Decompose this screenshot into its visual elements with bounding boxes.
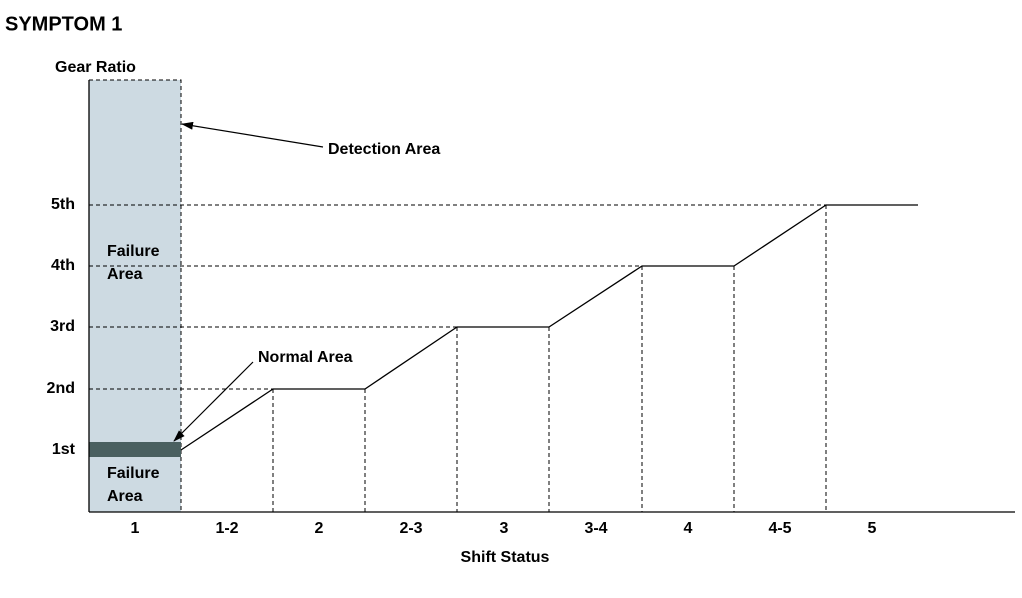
y-tick-label: 5th [51, 196, 75, 213]
y-tick-label: 3rd [50, 318, 75, 335]
annotation: Area [107, 266, 143, 283]
y-axis-label: Gear Ratio [55, 59, 136, 76]
x-tick-label: 4-5 [768, 520, 791, 537]
annotation: Area [107, 488, 143, 505]
arrow [173, 361, 254, 442]
gear-guides [89, 204, 827, 512]
annotation: Detection Area [328, 141, 440, 158]
annotation: Failure [107, 243, 160, 260]
x-tick-label: 1-2 [215, 520, 238, 537]
x-axis-label: Shift Status [461, 549, 550, 566]
y-tick-label: 1st [52, 441, 76, 458]
x-tick-label: 1 [131, 520, 140, 537]
detection-area [88, 79, 182, 513]
y-tick-label: 4th [51, 257, 75, 274]
annotation: Failure [107, 465, 160, 482]
x-tick-label: 3-4 [584, 520, 607, 537]
x-tick-label: 5 [868, 520, 877, 537]
annotation: Normal Area [258, 349, 353, 366]
title: SYMPTOM 1 [5, 13, 122, 35]
x-tick-label: 3 [500, 520, 509, 537]
y-tick-label: 2nd [47, 380, 75, 397]
normal-area-band [89, 442, 181, 457]
x-tick-label: 2-3 [399, 520, 422, 537]
arrow [181, 121, 324, 148]
x-tick-label: 2 [315, 520, 324, 537]
x-tick-label: 4 [684, 520, 693, 537]
gear-line [180, 204, 918, 451]
